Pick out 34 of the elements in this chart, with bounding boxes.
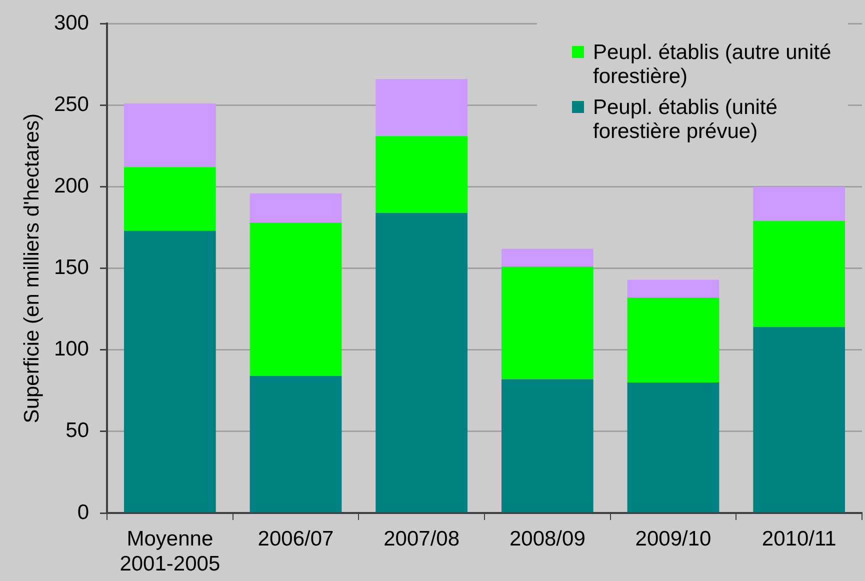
bar — [376, 136, 468, 213]
bar — [376, 79, 468, 136]
y-tick-label: 0 — [77, 500, 89, 524]
bar — [753, 186, 846, 221]
bar — [627, 298, 720, 382]
bar — [250, 222, 342, 376]
y-tick-label: 250 — [54, 92, 89, 116]
y-axis-title: Superficie (en milliers d'hectares) — [20, 113, 44, 424]
x-tick-label: 2008/09 — [509, 527, 586, 550]
bar — [501, 248, 594, 267]
bar — [501, 379, 594, 512]
y-tick-label: 150 — [54, 256, 89, 280]
x-tick-label: 2006/07 — [258, 527, 334, 550]
bar — [753, 220, 846, 328]
y-tick-label: 300 — [54, 11, 89, 34]
x-tick-label: 2009/10 — [635, 527, 712, 550]
x-tick-label: 2010/11 — [762, 527, 836, 550]
bar — [124, 230, 216, 512]
bar — [250, 376, 342, 512]
x-tick-label: 2007/08 — [384, 527, 460, 550]
bar — [124, 167, 216, 231]
y-tick-label: 200 — [54, 174, 89, 198]
bar — [250, 193, 342, 223]
legend-label: Peupl. établis (unité forestière prévue) — [593, 96, 778, 144]
y-tick-label: 100 — [54, 338, 89, 361]
bar — [627, 382, 720, 512]
y-tick-label: 50 — [66, 419, 89, 442]
x-tick-label: Moyenne 2001-2005 — [120, 527, 220, 576]
bar — [501, 266, 594, 380]
bar — [627, 280, 720, 298]
legend-label: Peupl. établis (autre unité forestière) — [593, 40, 832, 89]
bar — [124, 104, 216, 168]
bar — [753, 327, 846, 512]
bar — [376, 212, 468, 512]
